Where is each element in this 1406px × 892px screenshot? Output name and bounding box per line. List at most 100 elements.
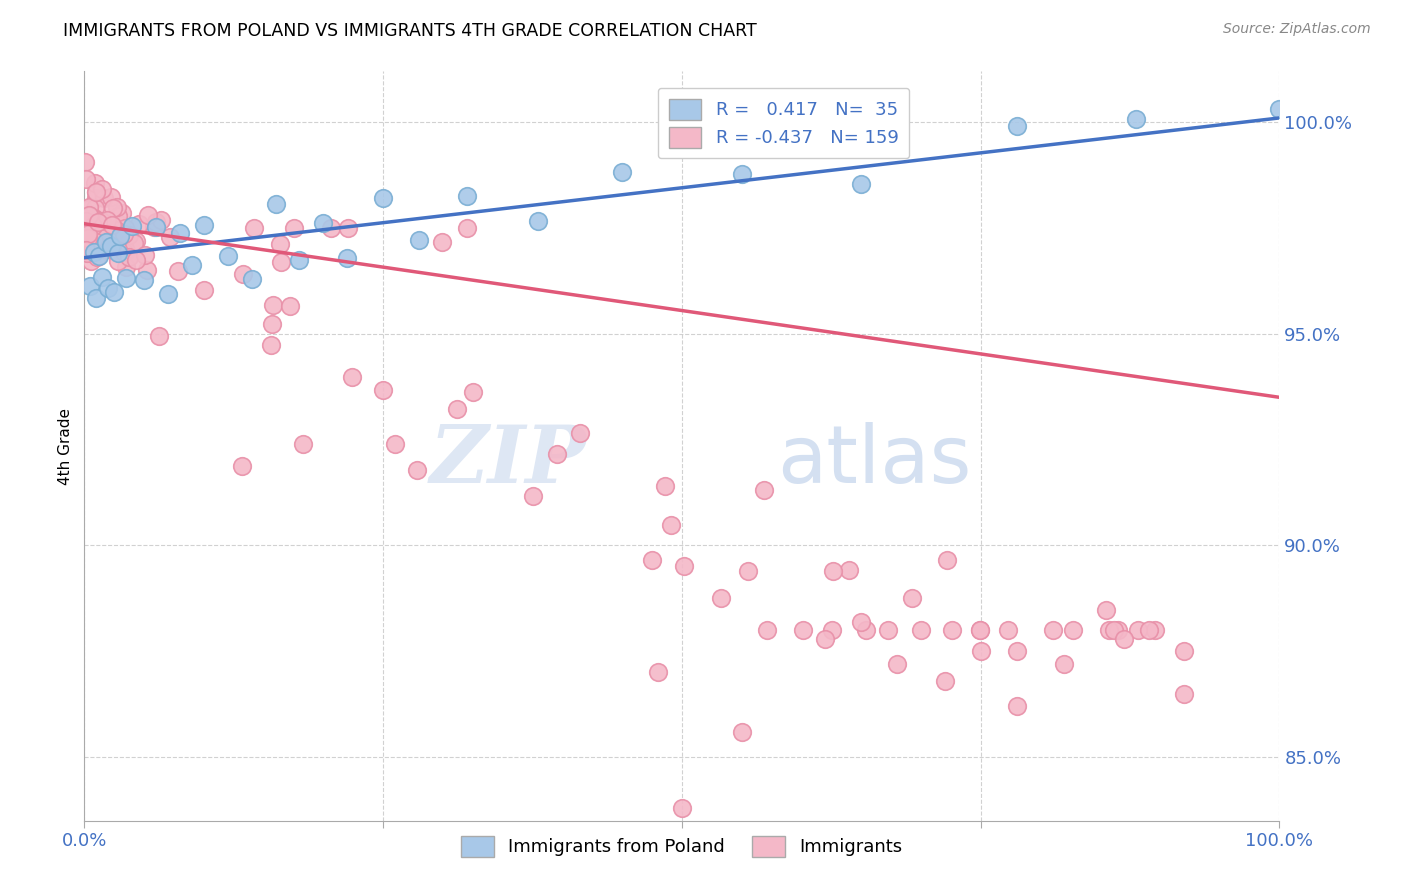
Point (82, 219, 104, 234)
Point (87, 215, 110, 229)
Point (100, 190, 122, 204)
Point (312, 216, 335, 230)
Point (101, 219, 124, 233)
Point (91, 230, 114, 244)
Point (941, 623, 963, 637)
Point (100, 239, 122, 253)
Point (886, 657, 908, 671)
Point (110, 229, 132, 244)
Point (84, 232, 107, 246)
Point (107, 253, 129, 268)
Point (105, 231, 128, 245)
Point (446, 401, 468, 416)
Point (1173, 644, 1195, 658)
Point (132, 272, 156, 286)
Point (77, 220, 100, 235)
Point (671, 801, 693, 815)
Point (1125, 112, 1147, 127)
Point (83, 223, 105, 237)
Point (93, 233, 115, 247)
Point (260, 317, 283, 331)
Point (101, 201, 124, 215)
Point (792, 623, 814, 637)
Point (79, 200, 101, 214)
Point (371, 384, 394, 398)
Point (145, 219, 167, 234)
Point (100, 242, 122, 256)
Point (997, 623, 1019, 637)
Point (157, 286, 180, 301)
Point (934, 673, 956, 688)
Point (243, 221, 266, 235)
Point (82, 220, 104, 235)
Point (115, 244, 138, 258)
Point (112, 227, 135, 241)
Point (90, 214, 112, 228)
Point (84, 186, 107, 200)
Point (522, 489, 544, 503)
Point (166, 264, 188, 278)
Point (105, 200, 128, 214)
Point (461, 385, 484, 400)
Point (75, 209, 97, 223)
Point (641, 553, 664, 567)
Point (547, 447, 569, 461)
Point (77, 202, 100, 216)
Point (910, 623, 932, 637)
Point (731, 724, 754, 739)
Point (970, 644, 993, 658)
Point (94, 242, 117, 256)
Point (136, 263, 159, 277)
Point (110, 231, 132, 245)
Point (1143, 623, 1166, 637)
Point (821, 623, 844, 637)
Point (232, 267, 254, 281)
Point (823, 564, 845, 578)
Point (124, 252, 146, 267)
Point (118, 250, 141, 264)
Point (83, 211, 105, 226)
Point (118, 228, 141, 243)
Point (159, 229, 181, 244)
Point (1268, 103, 1291, 117)
Point (527, 214, 550, 228)
Point (752, 483, 775, 497)
Point (104, 244, 127, 258)
Point (1005, 119, 1028, 133)
Point (1042, 623, 1064, 637)
Point (114, 228, 136, 243)
Point (83, 201, 105, 215)
Point (969, 623, 991, 637)
Point (612, 165, 634, 179)
Point (1107, 623, 1129, 637)
Point (193, 219, 215, 233)
Point (80, 214, 103, 228)
Point (86, 226, 108, 240)
Point (79, 212, 101, 227)
Point (83, 234, 105, 248)
Point (181, 258, 204, 272)
Point (91, 269, 114, 284)
Point (79, 279, 101, 293)
Point (84, 191, 107, 205)
Point (75, 243, 97, 257)
Point (217, 249, 239, 263)
Point (145, 220, 167, 235)
Point (1005, 644, 1028, 658)
Text: Source: ZipAtlas.com: Source: ZipAtlas.com (1223, 22, 1371, 37)
Point (1097, 623, 1119, 637)
Point (83, 211, 105, 225)
Point (117, 226, 139, 240)
Point (125, 234, 148, 248)
Point (82, 244, 104, 258)
Point (737, 564, 759, 578)
Point (169, 226, 191, 240)
Point (1094, 603, 1116, 617)
Point (340, 369, 363, 384)
Point (710, 591, 733, 605)
Point (84, 177, 107, 191)
Point (647, 665, 669, 680)
Point (87, 249, 110, 263)
Point (149, 212, 172, 227)
Point (148, 328, 170, 343)
